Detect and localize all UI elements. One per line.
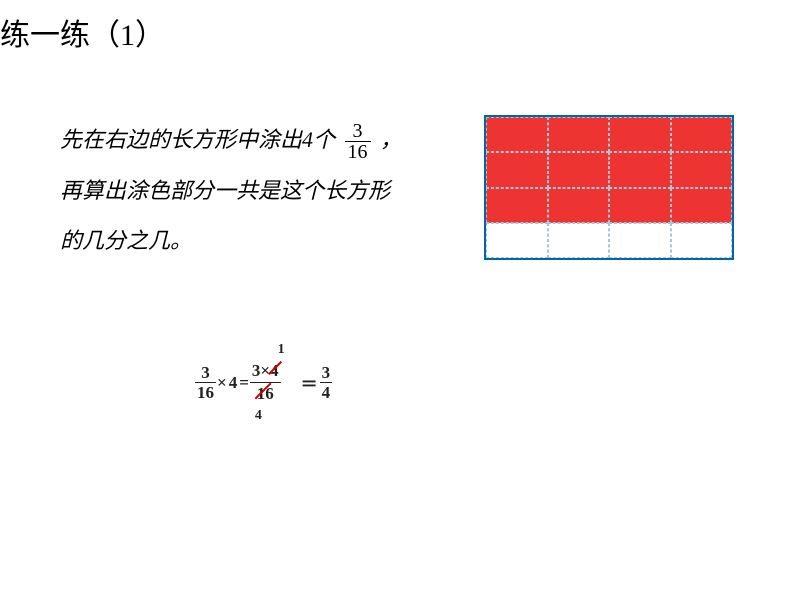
fraction-numerator: 3: [345, 121, 371, 142]
diagram-cell: [609, 117, 671, 152]
diagram-cell: [671, 117, 733, 152]
eq-result-frac: 3 4: [320, 363, 333, 402]
diagram-row: [486, 223, 732, 258]
diagram-cell: [671, 223, 733, 258]
eq-result-num: 3: [320, 363, 333, 383]
middle-numerator: 3×4: [250, 360, 281, 383]
diagram-cell: [609, 223, 671, 258]
eq-frac1: 3 16: [195, 363, 216, 402]
problem-line3: 的几分之几。: [60, 228, 192, 253]
eq-frac1-den: 16: [195, 383, 216, 402]
eq-result-den: 4: [320, 383, 333, 402]
equals2: ＝: [301, 370, 318, 395]
multiplier: 4: [229, 373, 238, 393]
diagram-cell: [609, 152, 671, 187]
diagram-cell: [609, 188, 671, 223]
problem-fraction: 3 16: [345, 121, 371, 162]
diagram-row: [486, 152, 732, 187]
problem-line2: 再算出涂色部分一共是这个长方形: [60, 178, 390, 203]
problem-line1-post: ，: [380, 127, 402, 152]
middle-num-text: 3×4: [252, 361, 279, 380]
diagram-cell: [548, 117, 610, 152]
eq-frac1-num: 3: [195, 363, 216, 383]
problem-line1-pre: 先在右边的长方形中涂出4个: [60, 127, 335, 152]
diagram-cell: [671, 188, 733, 223]
diagram-cell: [486, 188, 548, 223]
diagram-cell: [486, 223, 548, 258]
fraction-denominator: 16: [345, 142, 371, 162]
diagram-cell: [486, 117, 548, 152]
cancel-bottom-value: 4: [255, 408, 262, 424]
eq-middle-frac: 1 3×4 16 4: [250, 360, 281, 405]
diagram-cell: [671, 152, 733, 187]
diagram-row: [486, 188, 732, 223]
diagram-cell: [548, 188, 610, 223]
diagram-row: [486, 117, 732, 152]
cancel-top-value: 1: [278, 342, 285, 358]
times-sign: ×: [217, 373, 227, 393]
equals1: =: [239, 373, 249, 393]
problem-text: 先在右边的长方形中涂出4个 3 16 ， 再算出涂色部分一共是这个长方形 的几分…: [60, 115, 440, 267]
diagram-cell: [548, 152, 610, 187]
page-title: 练一练（1）: [0, 10, 165, 54]
equation: 3 16 × 4 = 1 3×4 16 4 ＝ 3 4: [195, 360, 332, 405]
middle-denominator: 16: [250, 383, 281, 405]
diagram-cell: [548, 223, 610, 258]
diagram-cell: [486, 152, 548, 187]
rectangle-diagram: [484, 115, 734, 260]
